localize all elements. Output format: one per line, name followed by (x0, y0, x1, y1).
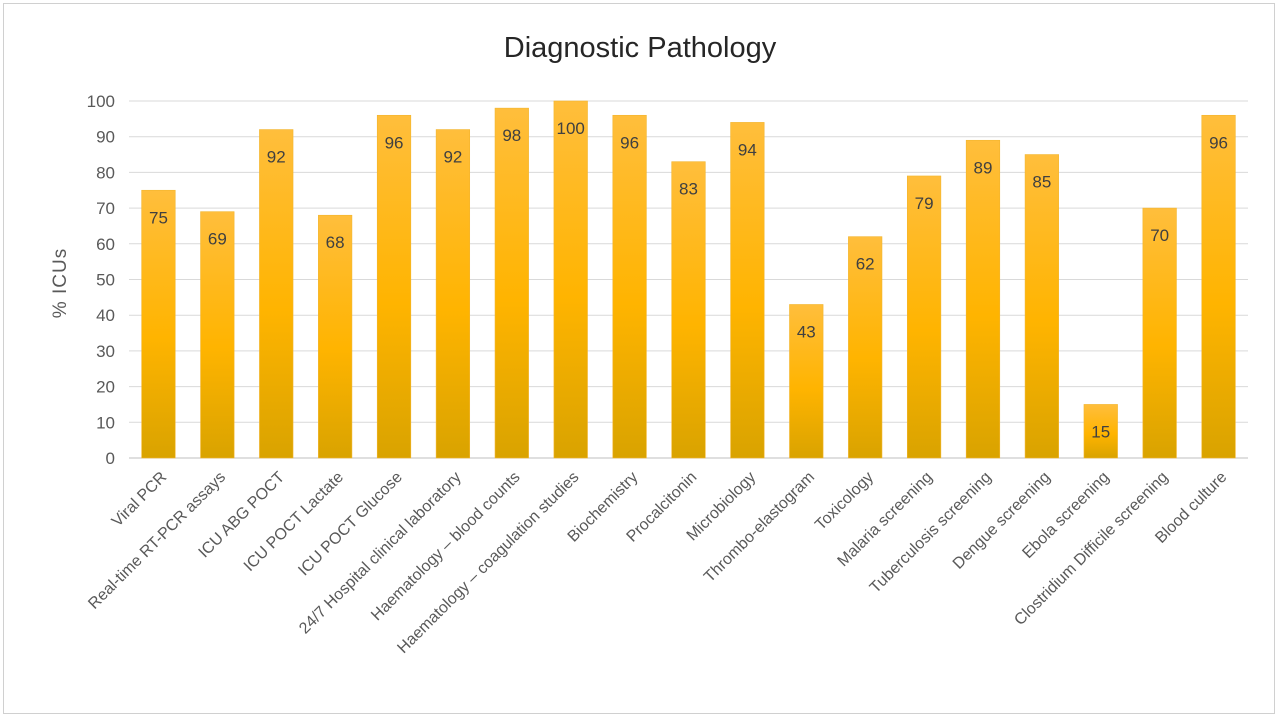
y-tick-label: 100 (87, 92, 115, 111)
category-label: Dengue screening (950, 469, 1054, 573)
bar (730, 122, 765, 459)
data-label: 89 (974, 158, 993, 177)
data-label: 70 (1150, 226, 1169, 245)
data-label: 79 (915, 194, 934, 213)
data-label: 92 (267, 148, 286, 167)
data-label: 43 (797, 322, 816, 341)
y-tick-label: 70 (96, 199, 115, 218)
bar (1201, 114, 1236, 459)
category-label: Thrombo-elastogram (701, 469, 818, 586)
category-label: ICU POCT Lactate (241, 469, 347, 575)
bar (141, 189, 176, 459)
chart-title: Diagnostic Pathology (504, 32, 777, 64)
data-label: 68 (326, 233, 345, 252)
y-tick-label: 30 (96, 342, 115, 361)
bar-chart: Diagnostic Pathology % ICUs 0 10 20 30 40 50 6… (50, 32, 1248, 657)
bar (435, 129, 471, 459)
bar (1142, 207, 1177, 459)
bar (553, 100, 588, 459)
y-tick-label: 50 (96, 271, 115, 290)
data-label: 100 (557, 119, 585, 138)
y-tick-label: 10 (96, 413, 115, 432)
data-label: 98 (502, 126, 521, 145)
data-label: 85 (1032, 173, 1051, 192)
bar (906, 175, 942, 459)
data-label: 69 (208, 230, 227, 249)
data-label: 92 (443, 148, 462, 167)
y-tick-label: 60 (96, 235, 115, 254)
bar (671, 161, 706, 459)
bar (494, 107, 529, 459)
category-label: Toxicology (812, 469, 877, 534)
category-label: Tuberculosis screening (867, 469, 995, 597)
data-label: 62 (856, 255, 875, 274)
bar (318, 214, 353, 459)
chart-frame: Diagnostic Pathology % ICUs 0 10 20 30 40 50 6… (3, 3, 1275, 714)
y-tick-label: 0 (106, 449, 115, 468)
bar (1083, 404, 1118, 459)
data-label: 96 (620, 133, 639, 152)
data-label: 75 (149, 208, 168, 227)
data-label: 94 (738, 140, 757, 159)
y-tick-labels: 0 10 20 30 40 50 60 70 80 90 100 (87, 92, 115, 468)
bar (259, 129, 294, 459)
bar (612, 114, 647, 459)
category-label: ICU POCT Glucose (295, 469, 406, 580)
data-label: 96 (385, 133, 404, 152)
bar (376, 114, 412, 459)
data-label: 83 (679, 180, 698, 199)
data-labels: 75 69 92 68 96 92 98 100 96 83 94 43 62 79 89 85 15 70 96 (149, 119, 1228, 441)
bar (789, 304, 824, 459)
bar (848, 236, 883, 459)
y-axis-label: % ICUs (50, 248, 71, 318)
y-tick-label: 20 (96, 378, 115, 397)
bar (200, 211, 235, 459)
category-label: Viral PCR (109, 469, 170, 530)
bar (965, 139, 1001, 459)
data-label: 96 (1209, 133, 1228, 152)
y-tick-label: 90 (96, 128, 115, 147)
bar (1024, 154, 1059, 459)
y-tick-label: 40 (96, 306, 115, 325)
data-label: 15 (1091, 422, 1110, 441)
bars (141, 100, 1236, 459)
y-tick-label: 80 (96, 163, 115, 182)
